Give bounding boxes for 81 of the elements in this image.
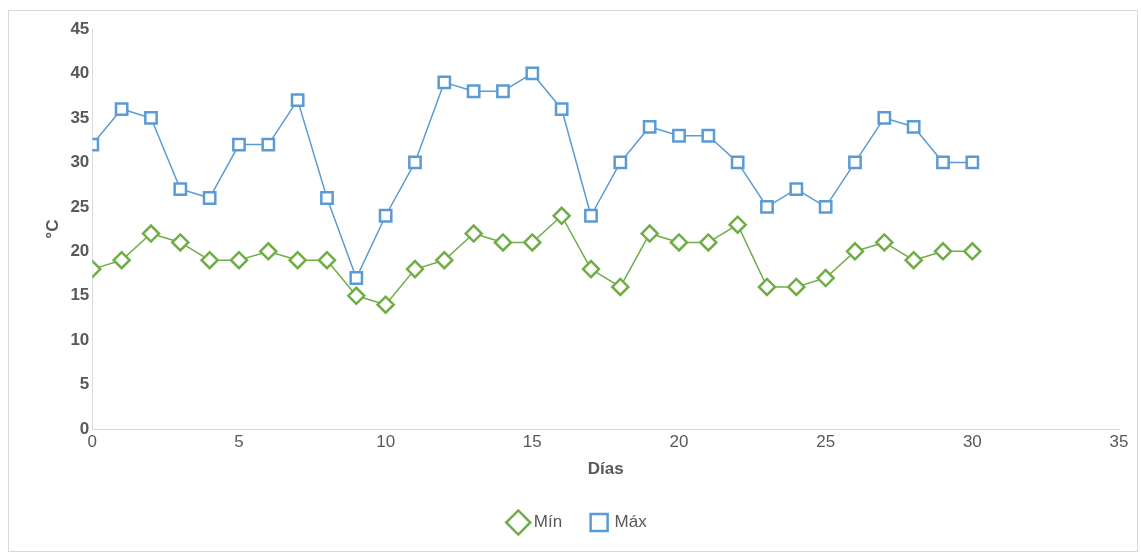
y-tick-label: 5 (79, 374, 90, 394)
x-tick-label: 15 (522, 432, 542, 452)
y-tick-label: 45 (70, 18, 90, 38)
x-tick-label: 35 (1109, 432, 1129, 452)
y-axis-title: °C (42, 219, 62, 239)
point (552, 206, 571, 226)
point (963, 242, 982, 261)
point (171, 233, 190, 252)
point (259, 242, 278, 261)
point (347, 286, 366, 306)
point (173, 182, 188, 196)
x-tick-label: 20 (669, 432, 689, 452)
x-axis-title: Días (587, 459, 624, 479)
legend-label: Mín (533, 512, 563, 532)
point (848, 155, 862, 170)
point (141, 224, 161, 243)
y-tick-label: 0 (79, 418, 90, 438)
point (760, 199, 774, 214)
point (202, 191, 217, 205)
point (349, 271, 364, 285)
point (789, 182, 804, 196)
point (114, 102, 129, 116)
y-tick-label: 20 (70, 241, 90, 261)
point (904, 250, 923, 270)
y-tick-label: 35 (70, 107, 90, 127)
x-tick-label: 10 (376, 432, 396, 452)
point (144, 111, 158, 125)
point (642, 119, 657, 134)
point (672, 128, 686, 143)
point (906, 119, 921, 134)
point (378, 208, 393, 223)
y-tick-label: 10 (70, 329, 90, 349)
point (261, 137, 276, 152)
point (933, 242, 953, 261)
point (232, 137, 246, 152)
x-tick-label: 25 (816, 432, 836, 452)
point (405, 259, 425, 279)
point (437, 75, 452, 90)
point (640, 224, 659, 243)
point (229, 250, 249, 270)
point (730, 155, 745, 170)
point (584, 208, 598, 223)
point (757, 277, 777, 297)
point (818, 199, 833, 214)
point (317, 250, 337, 270)
point (523, 233, 542, 252)
point (320, 191, 334, 205)
y-tick-label: 30 (70, 152, 90, 172)
y-tick-label: 40 (70, 63, 90, 83)
legend-label: Máx (614, 512, 648, 532)
point (613, 155, 628, 170)
point (376, 295, 395, 314)
point (200, 250, 219, 270)
point (701, 128, 716, 143)
y-tick-label: 25 (70, 196, 90, 216)
point (787, 277, 806, 297)
point (877, 111, 892, 125)
point (493, 233, 513, 252)
point (581, 259, 601, 279)
point (554, 102, 569, 116)
point (728, 215, 747, 234)
point (464, 224, 483, 243)
x-tick-label: 5 (234, 432, 244, 452)
point (669, 233, 689, 252)
x-tick-label: 30 (962, 432, 982, 452)
point (112, 250, 131, 270)
point (965, 155, 980, 170)
point (408, 155, 422, 170)
y-tick-label: 15 (70, 285, 90, 305)
point (290, 93, 305, 108)
point (816, 268, 835, 288)
point (875, 233, 894, 252)
point (525, 66, 540, 81)
point (435, 250, 454, 270)
point (936, 155, 950, 170)
point (496, 84, 510, 99)
point (699, 233, 718, 252)
point (466, 84, 481, 99)
point (611, 277, 630, 297)
point (845, 242, 865, 261)
point (288, 250, 307, 270)
